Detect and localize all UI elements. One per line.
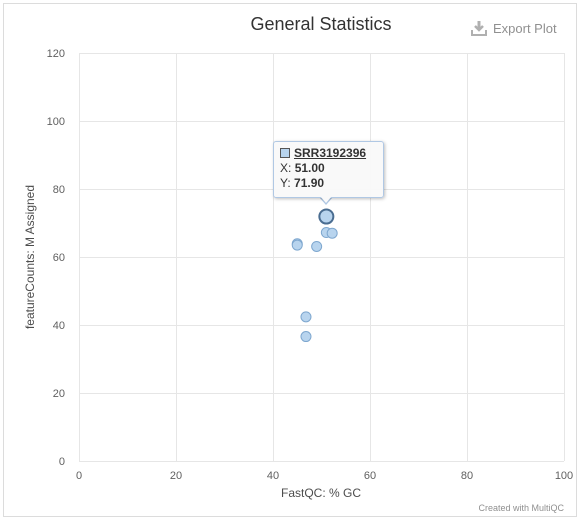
tooltip-arrow-inner — [320, 196, 332, 203]
tooltip-y-value: 71.90 — [294, 176, 325, 190]
x-tick-label: 60 — [364, 470, 376, 482]
data-point[interactable] — [300, 311, 312, 323]
x-tick-label: 40 — [267, 470, 279, 482]
data-points — [291, 208, 338, 343]
x-tick-label: 20 — [170, 470, 182, 482]
x-tick-label: 0 — [76, 470, 82, 482]
y-tick-label: 40 — [53, 320, 65, 332]
data-point[interactable] — [291, 239, 303, 251]
x-tick-label: 80 — [461, 470, 473, 482]
y-axis-title: featureCounts: M Assigned — [23, 185, 37, 329]
x-tick-label: 100 — [555, 470, 573, 482]
data-point[interactable] — [326, 227, 338, 239]
y-tick-label: 60 — [53, 252, 65, 264]
tooltip-sample-name: SRR3192396 — [294, 146, 367, 160]
y-tick-label: 100 — [47, 116, 65, 128]
point-tooltip: SRR3192396 X: 51.00 Y: 71.90 — [273, 141, 384, 198]
data-point[interactable] — [300, 331, 312, 343]
y-tick-label: 120 — [47, 48, 65, 60]
y-tick-label: 0 — [59, 456, 65, 468]
tick-labels: 0 20 40 60 80 100 0 20 40 60 80 100 120 — [47, 48, 574, 482]
grid-lines — [79, 53, 565, 462]
download-icon — [471, 21, 487, 36]
y-tick-label: 80 — [53, 184, 65, 196]
export-plot-label: Export Plot — [493, 20, 557, 36]
series-swatch — [280, 148, 290, 158]
tooltip-y-label: Y: — [280, 176, 291, 190]
data-point-highlighted[interactable] — [318, 208, 335, 225]
tooltip-x-value: 51.00 — [294, 161, 325, 175]
y-tick-label: 20 — [53, 388, 65, 400]
x-axis-title: FastQC: % GC — [281, 486, 361, 500]
tooltip-x-label: X: — [280, 161, 292, 175]
data-point[interactable] — [311, 240, 323, 252]
chart-title: General Statistics — [250, 14, 391, 34]
export-plot-button[interactable]: Export Plot — [470, 18, 557, 38]
credits-text: Created with MultiQC — [478, 503, 564, 513]
plot-frame — [3, 3, 577, 517]
